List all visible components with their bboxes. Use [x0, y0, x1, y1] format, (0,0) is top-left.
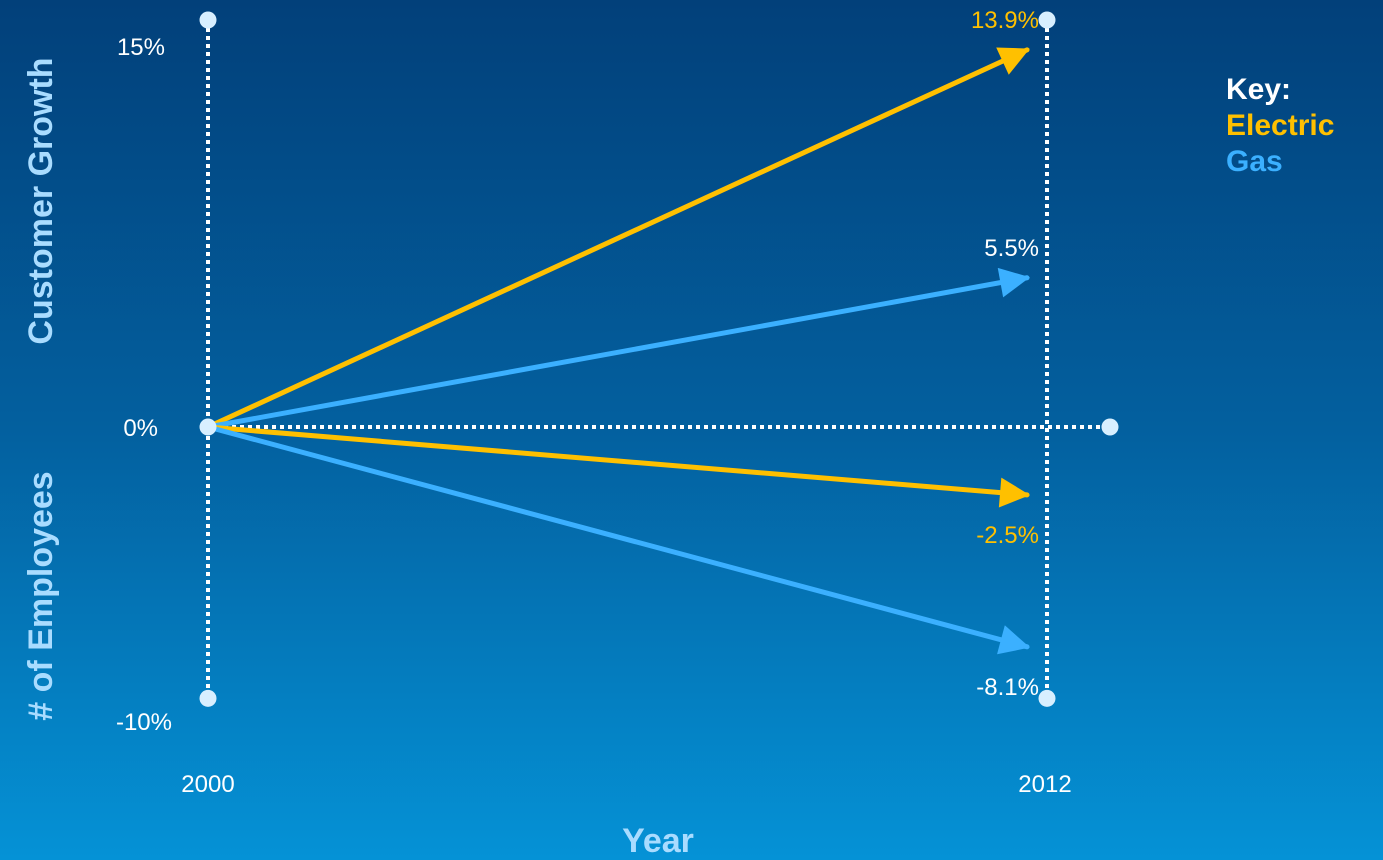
data-label-electric-customer-growth: 13.9% [971, 7, 1039, 34]
axis-end-dot [199, 689, 217, 707]
axis-end-dot [1038, 11, 1056, 29]
data-label-gas-of-employees: -8.1% [976, 674, 1039, 701]
legend-title: Key: [1226, 73, 1292, 106]
axis-end-dot [1101, 418, 1119, 436]
legend: Key: Electric Gas [1226, 72, 1334, 180]
x-tick-label: 2000 [181, 771, 234, 798]
series-arrow-electric-of-employees [205, 424, 1030, 508]
y-tick-label: -10% [116, 709, 172, 736]
series-arrow-electric-customer-growth [205, 47, 1030, 430]
axis-end-dot [199, 11, 217, 29]
x-axis-label: Year [622, 822, 694, 860]
y-tick-label: 15% [117, 34, 165, 61]
series-arrow-gas-customer-growth [205, 267, 1030, 430]
origin-dot [199, 418, 217, 436]
series-layer: 13.9% 5.5% -2.5% -8.1% [199, 7, 1039, 701]
data-label-gas-customer-growth: 5.5% [984, 235, 1039, 262]
axes [199, 11, 1119, 707]
series-arrow-gas-of-employees [205, 424, 1030, 655]
legend-item-gas: Gas [1226, 145, 1283, 178]
y-axis-label-negative: # of Employees [22, 471, 60, 720]
y-axis-label-positive: Customer Growth [22, 57, 60, 344]
y-tick-label: 0% [123, 415, 158, 442]
data-label-electric-of-employees: -2.5% [976, 522, 1039, 549]
x-tick-label: 2012 [1018, 771, 1071, 798]
axis-end-dot [1038, 689, 1056, 707]
legend-item-electric: Electric [1226, 109, 1335, 142]
